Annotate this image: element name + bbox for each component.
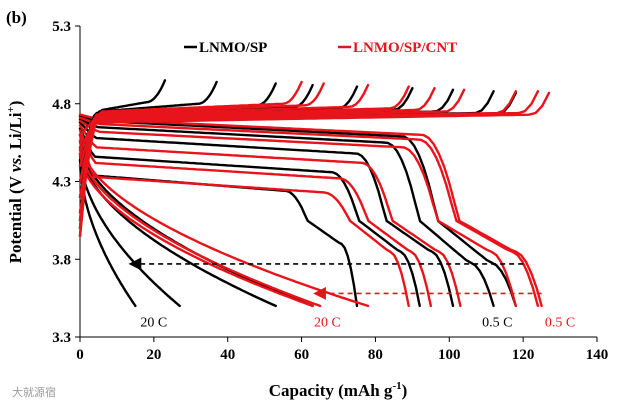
series-sp-discharge-3: [78, 127, 421, 308]
series-cnt-charge-32: [78, 85, 410, 183]
x-tick-label-5: 100: [438, 347, 461, 363]
series-cnt-charge-27: [78, 91, 551, 238]
series-cnt-discharge-11: [78, 119, 517, 308]
x-tick-label-0: 0: [76, 347, 84, 363]
axis-ticks: 0 20 40 60 80 100 120 140 3.3 3.8 4.3 4.8 5.3: [52, 19, 608, 363]
series-cnt-charge-30: [78, 88, 466, 214]
y-tick-label-4: 5.3: [52, 19, 71, 35]
y-tick-label-3: 4.8: [52, 97, 71, 113]
annotation-3: 0.5 C: [545, 315, 575, 330]
series-layer: [78, 79, 551, 308]
y-tick-label-0: 3.3: [52, 330, 71, 346]
legend: LNMO/SP LNMO/SP/CNT: [184, 40, 457, 56]
x-tick-label-3: 60: [294, 347, 309, 363]
x-tick-label-4: 80: [368, 347, 383, 363]
series-cnt-discharge-12: [78, 124, 462, 308]
annotation-1: 20 C: [314, 315, 341, 330]
series-cnt-charge-34: [78, 82, 325, 152]
series-cnt-discharge-16: [78, 146, 322, 308]
x-tick-label-1: 20: [146, 347, 161, 363]
series-cnt-discharge-14: [78, 133, 410, 308]
y-tick-label-2: 4.3: [52, 175, 71, 191]
arrow-layer: [128, 257, 542, 300]
series-sp-discharge-2: [78, 121, 455, 308]
y-axis-title: Potential (V vs. Li/Li+): [5, 101, 25, 264]
x-tick-label-6: 120: [512, 347, 535, 363]
series-cnt-discharge-17: [78, 152, 314, 308]
series-cnt-discharge-13: [78, 129, 432, 308]
series-cnt-charge-33: [78, 83, 370, 168]
x-tick-label-2: 40: [220, 347, 235, 363]
series-sp-discharge-0: [78, 115, 517, 308]
series-sp-discharge-5: [78, 139, 314, 308]
annotations: 20 C 20 C 0.5 C 0.5 C: [140, 315, 575, 330]
series-cnt-discharge-10: [78, 116, 540, 308]
series-cnt-charge-31: [78, 87, 436, 199]
series-cnt-charge-29: [78, 90, 517, 222]
series-cnt-charge-35: [78, 80, 303, 137]
x-axis-title: Capacity (mAh g-1): [269, 380, 408, 400]
legend-label-cnt: LNMO/SP/CNT: [353, 40, 457, 56]
watermark: 大就源宿: [12, 385, 56, 399]
panel-label: (b): [6, 8, 27, 27]
series-sp-discharge-6: [78, 146, 277, 308]
series-sp-discharge-1: [78, 118, 495, 308]
x-tick-label-7: 140: [586, 347, 609, 363]
legend-label-sp: LNMO/SP: [199, 40, 267, 56]
annotation-0: 20 C: [140, 315, 167, 330]
series-sp-discharge-8: [78, 158, 137, 308]
annotation-2: 0.5 C: [482, 315, 512, 330]
y-tick-label-1: 3.8: [52, 252, 71, 268]
